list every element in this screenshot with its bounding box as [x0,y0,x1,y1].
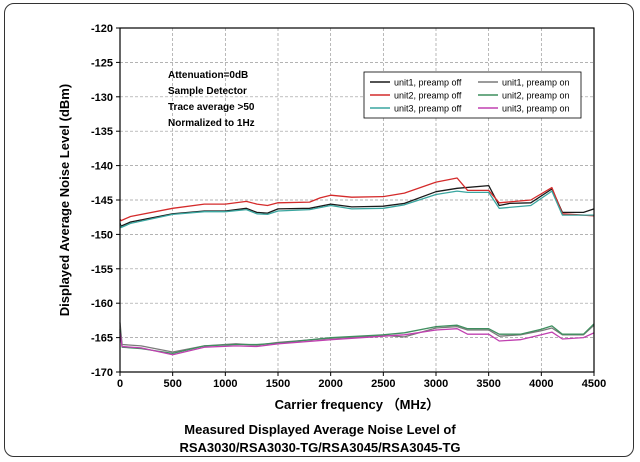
x-tick-label: 4000 [529,378,553,390]
y-tick-label: -145 [91,195,113,207]
annotation-line: Attenuation=0dB [168,70,248,81]
y-tick-label: -165 [91,333,113,345]
series-line [119,190,594,229]
y-tick-label: -140 [91,161,113,173]
series-line [119,184,595,227]
x-tick-label: 3500 [476,378,500,390]
series-line [119,177,595,222]
x-tick-label: 500 [163,378,181,390]
x-tick-label: 1500 [266,378,290,390]
y-axis-title: Displayed Average Noise Level (dBm) [57,84,72,316]
legend-label: unit2, preamp on [502,91,570,101]
x-tick-label: 2500 [371,378,395,390]
annotation-line: Sample Detector [168,86,247,97]
y-tick-label: -150 [91,229,113,241]
x-tick-label: 3000 [424,378,448,390]
x-tick-label: 1000 [213,378,237,390]
x-tick-label: 4500 [582,378,606,390]
legend-label: unit2, preamp off [394,91,462,101]
y-tick-label: -125 [91,57,113,69]
legend-label: unit1, preamp off [394,78,462,88]
y-tick-label: -155 [91,264,113,276]
legend-label: unit3, preamp on [502,104,570,114]
y-tick-label: -160 [91,298,113,310]
y-tick-label: -170 [91,367,113,379]
legend-label: unit3, preamp off [394,104,462,114]
figure-frame [4,3,634,457]
annotation-line: Normalized to 1Hz [168,118,255,129]
legend-label: unit1, preamp on [502,78,570,88]
annotation-line: Trace average >50 [168,102,255,113]
y-tick-label: -130 [91,92,113,104]
caption-line-2: RSA3030/RSA3030-TG/RSA3045/RSA3045-TG [179,440,461,455]
series-line [119,328,595,356]
y-tick-label: -135 [91,126,113,138]
x-tick-label: 2000 [318,378,342,390]
x-tick-label: 0 [117,378,123,390]
caption-line-1: Measured Displayed Average Noise Level o… [184,422,456,437]
plot-border [119,27,595,373]
x-axis-title: Carrier frequency （MHz） [275,397,440,412]
series-line [119,323,595,355]
legend-box [363,71,582,119]
y-tick-label: -120 [91,23,113,35]
figure-caption: Measured Displayed Average Noise Level o… [0,421,640,457]
